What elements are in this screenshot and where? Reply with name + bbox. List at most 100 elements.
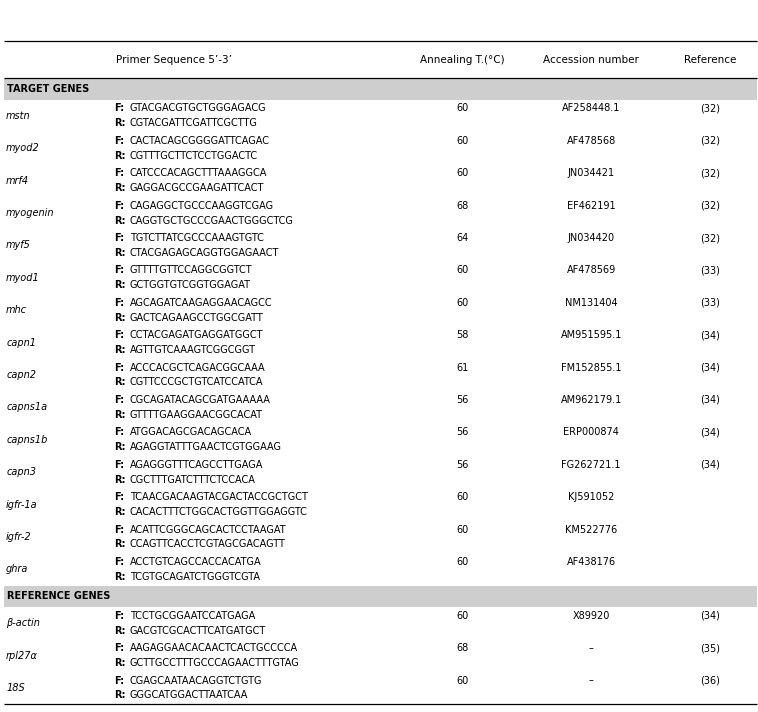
Text: ACATTCGGGCAGCACTCCTAAGAT: ACATTCGGGCAGCACTCCTAAGAT — [130, 525, 287, 535]
Text: mstn: mstn — [6, 111, 30, 121]
Text: AF258448.1: AF258448.1 — [562, 103, 621, 113]
Text: CACTACAGCGGGGATTCAGAC: CACTACAGCGGGGATTCAGAC — [130, 136, 270, 146]
Text: capns1b: capns1b — [6, 435, 48, 445]
Text: (32): (32) — [700, 168, 720, 178]
Text: igfr-2: igfr-2 — [6, 532, 32, 542]
Text: (33): (33) — [700, 266, 720, 276]
Text: TCCTGCGGAATCCATGAGA: TCCTGCGGAATCCATGAGA — [130, 611, 255, 621]
Text: F:: F: — [114, 395, 124, 405]
Text: 60: 60 — [456, 298, 468, 308]
Text: F:: F: — [114, 676, 124, 686]
Text: R:: R: — [114, 216, 126, 226]
Text: ATGGACAGCGACAGCACA: ATGGACAGCGACAGCACA — [130, 427, 252, 437]
Text: GTACGACGTGCTGGGAGACG: GTACGACGTGCTGGGAGACG — [130, 103, 266, 113]
Text: mhc: mhc — [6, 305, 27, 315]
Text: F:: F: — [114, 136, 124, 146]
Text: F:: F: — [114, 298, 124, 308]
Text: AGTTGTCAAAGTCGGCGGT: AGTTGTCAAAGTCGGCGGT — [130, 345, 255, 355]
Text: TCAACGACAAGTACGACTACCGCTGCT: TCAACGACAAGTACGACTACCGCTGCT — [130, 492, 308, 502]
Text: (34): (34) — [700, 362, 720, 372]
Text: Reference: Reference — [684, 55, 737, 65]
Text: (32): (32) — [700, 233, 720, 243]
Text: R:: R: — [114, 658, 126, 668]
Text: rpl27α: rpl27α — [6, 651, 38, 661]
Text: GCTTGCCTTTGCCCAGAACTTTGTAG: GCTTGCCTTTGCCCAGAACTTTGTAG — [130, 658, 299, 668]
Text: CTACGAGAGCAGGTGGAGAACT: CTACGAGAGCAGGTGGAGAACT — [130, 248, 279, 258]
Text: β-actin: β-actin — [6, 618, 40, 628]
Text: 60: 60 — [456, 492, 468, 502]
Text: F:: F: — [114, 233, 124, 243]
Text: AM951595.1: AM951595.1 — [561, 330, 622, 340]
Text: R:: R: — [114, 313, 126, 323]
Text: myod2: myod2 — [6, 143, 40, 153]
Text: Accession number: Accession number — [543, 55, 639, 65]
Text: 56: 56 — [456, 427, 468, 437]
Text: mrf4: mrf4 — [6, 176, 30, 186]
Text: (32): (32) — [700, 201, 720, 211]
Text: myf5: myf5 — [6, 241, 31, 251]
Text: FM152855.1: FM152855.1 — [561, 362, 622, 372]
Text: capn2: capn2 — [6, 370, 36, 380]
Text: R:: R: — [114, 507, 126, 517]
Text: (34): (34) — [700, 460, 720, 470]
Text: ERP000874: ERP000874 — [563, 427, 619, 437]
Text: capn1: capn1 — [6, 337, 36, 347]
Text: F:: F: — [114, 557, 124, 567]
Text: ghra: ghra — [6, 565, 29, 575]
Text: (35): (35) — [700, 643, 720, 653]
Text: R:: R: — [114, 691, 126, 701]
Text: AGAGGGTTTCAGCCTTGAGA: AGAGGGTTTCAGCCTTGAGA — [130, 460, 263, 470]
Text: ACCCACGCTCAGACGGCAAA: ACCCACGCTCAGACGGCAAA — [130, 362, 265, 372]
Text: R:: R: — [114, 118, 126, 128]
Text: CGTACGATTCGATTCGCTTG: CGTACGATTCGATTCGCTTG — [130, 118, 258, 128]
Text: (34): (34) — [700, 611, 720, 621]
Text: GTTTTGTTCCAGGCGGTCT: GTTTTGTTCCAGGCGGTCT — [130, 266, 252, 276]
Text: (33): (33) — [700, 298, 720, 308]
Text: AGCAGATCAAGAGGAACAGCC: AGCAGATCAAGAGGAACAGCC — [130, 298, 272, 308]
Text: NM131404: NM131404 — [565, 298, 618, 308]
Text: TGTCTTATCGCCCAAAGTGTC: TGTCTTATCGCCCAAAGTGTC — [130, 233, 264, 243]
Text: F:: F: — [114, 168, 124, 178]
Text: F:: F: — [114, 643, 124, 653]
Text: GACTCAGAAGCCTGGCGATT: GACTCAGAAGCCTGGCGATT — [130, 313, 263, 323]
Text: F:: F: — [114, 266, 124, 276]
Text: CCTACGAGATGAGGATGGCT: CCTACGAGATGAGGATGGCT — [130, 330, 263, 340]
Text: F:: F: — [114, 492, 124, 502]
Text: –: – — [589, 643, 594, 653]
Text: EF462191: EF462191 — [567, 201, 615, 211]
Text: F:: F: — [114, 103, 124, 113]
Text: 68: 68 — [456, 201, 468, 211]
Text: F:: F: — [114, 525, 124, 535]
Text: Annealing T.(°C): Annealing T.(°C) — [420, 55, 505, 65]
Text: AF478569: AF478569 — [567, 266, 615, 276]
Text: R:: R: — [114, 540, 126, 550]
Text: 56: 56 — [456, 460, 468, 470]
Text: (36): (36) — [700, 676, 720, 686]
Text: igfr-1a: igfr-1a — [6, 500, 38, 510]
Text: CATCCCACAGCTTTAAAGGCA: CATCCCACAGCTTTAAAGGCA — [130, 168, 267, 178]
Text: TCGTGCAGATCTGGGTCGTA: TCGTGCAGATCTGGGTCGTA — [130, 572, 260, 582]
Text: CGTTCCCGCTGTCATCCATCA: CGTTCCCGCTGTCATCCATCA — [130, 377, 263, 387]
Text: Primer Sequence 5’-3’: Primer Sequence 5’-3’ — [116, 55, 232, 65]
Text: R:: R: — [114, 183, 126, 193]
Text: 60: 60 — [456, 611, 468, 621]
Text: R:: R: — [114, 626, 126, 636]
Text: R:: R: — [114, 248, 126, 258]
Text: (34): (34) — [700, 330, 720, 340]
Text: CGTTTGCTTCTCCTGGACTC: CGTTTGCTTCTCCTGGACTC — [130, 151, 258, 161]
Text: F:: F: — [114, 460, 124, 470]
Text: –: – — [589, 676, 594, 686]
Text: FG262721.1: FG262721.1 — [562, 460, 621, 470]
Text: CCAGTTCACCTCGTAGCGACAGTT: CCAGTTCACCTCGTAGCGACAGTT — [130, 540, 286, 550]
Text: GAGGACGCCGAAGATTCACT: GAGGACGCCGAAGATTCACT — [130, 183, 264, 193]
Text: AF478568: AF478568 — [567, 136, 615, 146]
Text: JN034420: JN034420 — [568, 233, 615, 243]
Text: ACCTGTCAGCCACCACATGA: ACCTGTCAGCCACCACATGA — [130, 557, 262, 567]
Text: F:: F: — [114, 330, 124, 340]
Text: R:: R: — [114, 442, 126, 452]
Text: CACACTTTCTGGCACTGGTTGGAGGTC: CACACTTTCTGGCACTGGTTGGAGGTC — [130, 507, 308, 517]
Text: CGAGCAATAACAGGTCTGTG: CGAGCAATAACAGGTCTGTG — [130, 676, 262, 686]
Text: (34): (34) — [700, 427, 720, 437]
Text: R:: R: — [114, 281, 126, 290]
Text: 68: 68 — [456, 643, 468, 653]
